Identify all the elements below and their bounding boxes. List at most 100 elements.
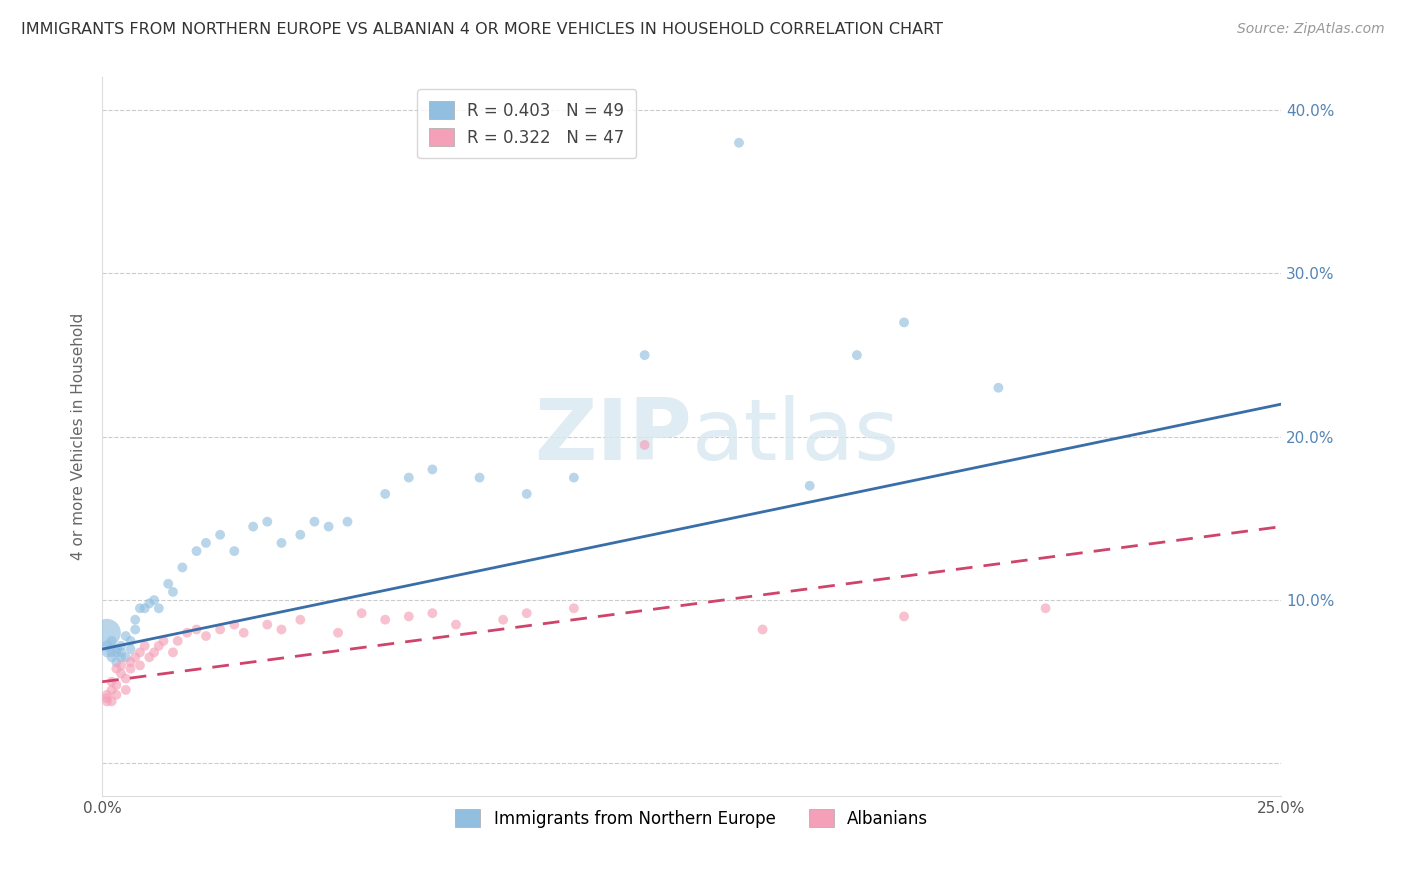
Point [195,629,218,643]
Point [100,645,122,659]
Legend: Immigrants from Northern Europe, Albanians: Immigrants from Northern Europe, Albania… [449,803,935,835]
Text: ZIP: ZIP [534,395,692,478]
Point [318,519,340,533]
Point [516,606,538,620]
Point [120,642,142,657]
Point [148,601,170,615]
Point [110,645,132,659]
Point [176,625,198,640]
Point [138,596,160,610]
Point [799,479,821,493]
Point [728,136,751,150]
Point [516,487,538,501]
Point [845,348,868,362]
Point [186,544,208,558]
Point [110,658,132,673]
Point [124,623,146,637]
Point [398,470,420,484]
Point [96,645,118,659]
Point [444,617,467,632]
Point [114,650,136,665]
Point [129,645,152,659]
Point [562,470,585,484]
Point [166,634,188,648]
Point [1035,601,1057,615]
Point [105,655,128,669]
Point [270,536,292,550]
Point [350,606,373,620]
Point [120,662,142,676]
Y-axis label: 4 or more Vehicles in Household: 4 or more Vehicles in Household [72,313,86,560]
Point [110,650,132,665]
Point [96,625,118,640]
Point [152,634,174,648]
Point [120,634,142,648]
Point [209,623,232,637]
Point [398,609,420,624]
Point [96,691,118,706]
Point [468,470,491,484]
Point [633,348,655,362]
Point [256,515,278,529]
Point [751,623,773,637]
Point [138,650,160,665]
Point [124,613,146,627]
Point [105,642,128,657]
Point [224,617,246,632]
Point [209,528,232,542]
Point [422,462,444,476]
Point [100,634,122,648]
Point [893,609,915,624]
Point [96,694,118,708]
Point [157,576,180,591]
Point [143,593,166,607]
Point [110,666,132,681]
Point [105,645,128,659]
Point [562,601,585,615]
Point [270,623,292,637]
Point [120,655,142,669]
Point [143,645,166,659]
Text: Source: ZipAtlas.com: Source: ZipAtlas.com [1237,22,1385,37]
Point [256,617,278,632]
Point [105,678,128,692]
Point [134,601,156,615]
Point [129,601,152,615]
Point [100,650,122,665]
Point [224,544,246,558]
Point [124,650,146,665]
Point [96,639,118,653]
Point [374,487,396,501]
Point [129,658,152,673]
Point [148,639,170,653]
Text: atlas: atlas [692,395,900,478]
Point [492,613,515,627]
Point [110,639,132,653]
Point [422,606,444,620]
Point [242,519,264,533]
Point [336,515,359,529]
Point [114,629,136,643]
Point [114,682,136,697]
Point [134,639,156,653]
Point [893,315,915,329]
Point [374,613,396,627]
Point [987,381,1010,395]
Point [162,645,184,659]
Point [172,560,194,574]
Point [162,585,184,599]
Point [96,688,118,702]
Point [232,625,254,640]
Point [195,536,218,550]
Text: IMMIGRANTS FROM NORTHERN EUROPE VS ALBANIAN 4 OR MORE VEHICLES IN HOUSEHOLD CORR: IMMIGRANTS FROM NORTHERN EUROPE VS ALBAN… [21,22,943,37]
Point [105,688,128,702]
Point [105,662,128,676]
Point [100,682,122,697]
Point [186,623,208,637]
Point [114,672,136,686]
Point [100,674,122,689]
Point [326,625,349,640]
Point [304,515,326,529]
Point [100,694,122,708]
Point [290,528,312,542]
